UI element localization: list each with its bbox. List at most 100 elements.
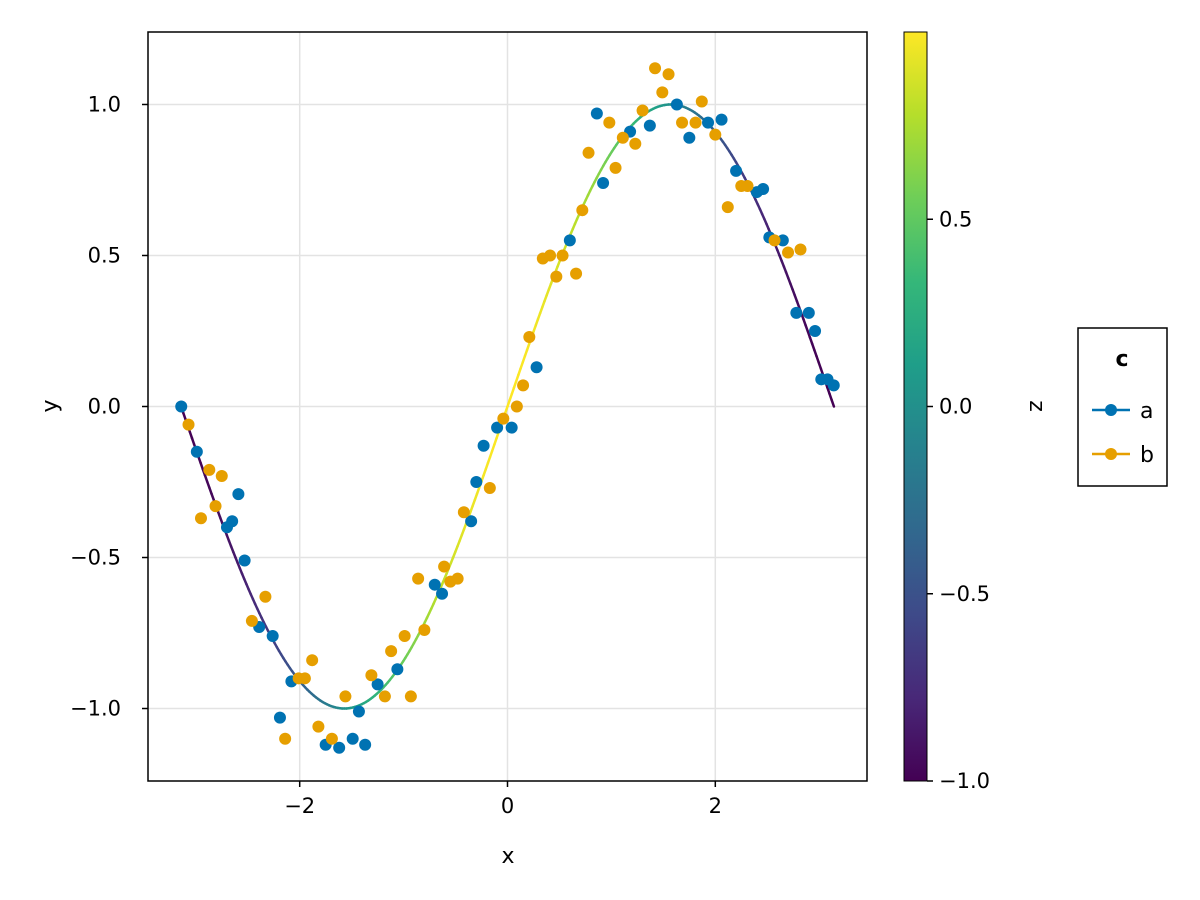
point-a <box>428 578 441 591</box>
point-b <box>517 379 530 392</box>
point-a <box>491 421 504 434</box>
point-b <box>556 249 569 262</box>
point-b <box>298 672 311 685</box>
point-b <box>662 68 675 81</box>
legend-label-b: b <box>1140 443 1154 468</box>
point-a <box>670 98 683 111</box>
point-b <box>279 732 292 745</box>
point-a <box>505 421 518 434</box>
point-a <box>757 183 770 196</box>
point-b <box>182 418 195 431</box>
scatter-points <box>175 62 840 754</box>
point-a <box>530 361 543 374</box>
point-b <box>457 506 470 519</box>
point-a <box>391 663 404 676</box>
point-b <box>544 249 557 262</box>
point-b <box>523 331 536 344</box>
point-b <box>550 270 563 283</box>
point-a <box>359 738 372 751</box>
point-a <box>702 116 715 129</box>
point-a <box>563 234 576 247</box>
point-a <box>266 630 279 643</box>
legend-box <box>1077 327 1168 487</box>
point-a <box>715 113 728 126</box>
point-a <box>352 705 365 718</box>
axis-ticks: −2 0 2 −1.0 −0.5 0.0 0.5 1.0 <box>70 92 722 818</box>
point-b <box>404 690 417 703</box>
point-a <box>190 445 203 458</box>
legend-title: c <box>1115 347 1128 372</box>
point-b <box>629 137 642 150</box>
point-b <box>497 412 510 425</box>
y-tick-label: 0.5 <box>88 243 121 267</box>
point-a <box>809 324 822 337</box>
point-b <box>483 482 496 495</box>
legend-marker-a <box>1105 404 1117 416</box>
x-tick-label: 2 <box>709 794 722 818</box>
point-a <box>232 488 245 501</box>
point-b <box>695 95 708 108</box>
point-b <box>412 572 425 585</box>
point-b <box>378 690 391 703</box>
colorbar-tick-label: −0.5 <box>939 582 990 606</box>
point-b <box>209 500 222 513</box>
point-a <box>238 554 251 567</box>
point-b <box>603 116 616 129</box>
point-b <box>609 161 622 174</box>
y-axis-title: y <box>38 399 63 412</box>
legend-label-a: a <box>1140 399 1153 424</box>
point-b <box>676 116 689 129</box>
point-a <box>730 164 743 177</box>
point-b <box>689 116 702 129</box>
point-b <box>576 204 589 217</box>
point-a <box>790 306 803 319</box>
point-b <box>649 62 662 75</box>
x-tick-label: −2 <box>284 794 315 818</box>
point-a <box>175 400 188 413</box>
point-b <box>616 131 629 144</box>
point-b <box>741 180 754 193</box>
point-b <box>306 654 319 667</box>
colorbar-tick-label: 0.0 <box>939 395 972 419</box>
point-b <box>782 246 795 259</box>
point-a <box>436 587 449 600</box>
colorbar-title: z <box>1024 400 1049 412</box>
point-a <box>776 234 789 247</box>
point-b <box>794 243 807 256</box>
point-b <box>510 400 523 413</box>
point-a <box>273 711 286 724</box>
point-a <box>465 515 478 528</box>
y-tick-label: 1.0 <box>88 92 121 116</box>
point-b <box>438 560 451 573</box>
point-b <box>312 720 325 733</box>
colorbar-ticks: −1.0 −0.5 0.0 0.5 <box>927 207 990 793</box>
point-a <box>346 732 359 745</box>
point-a <box>477 439 490 452</box>
point-a <box>827 379 840 392</box>
point-b <box>339 690 352 703</box>
colorbar-tick-label: −1.0 <box>939 769 990 793</box>
point-b <box>203 463 216 476</box>
point-b <box>259 590 272 603</box>
point-b <box>418 623 431 636</box>
point-b <box>451 572 464 585</box>
point-b <box>709 128 722 141</box>
point-b <box>194 512 207 525</box>
y-tick-label: 0.0 <box>88 395 121 419</box>
point-b <box>656 86 669 99</box>
curve-segment <box>830 398 836 408</box>
point-b <box>385 645 398 658</box>
point-a <box>590 107 603 120</box>
point-b <box>721 201 734 214</box>
point-b <box>325 732 338 745</box>
legend: c ab <box>1077 327 1168 487</box>
x-tick-label: 0 <box>501 794 514 818</box>
point-b <box>245 614 258 627</box>
point-a <box>597 177 610 190</box>
point-b <box>570 267 583 280</box>
point-a <box>683 131 696 144</box>
point-b <box>215 469 228 482</box>
point-a <box>333 741 346 754</box>
y-tick-label: −0.5 <box>70 546 121 570</box>
